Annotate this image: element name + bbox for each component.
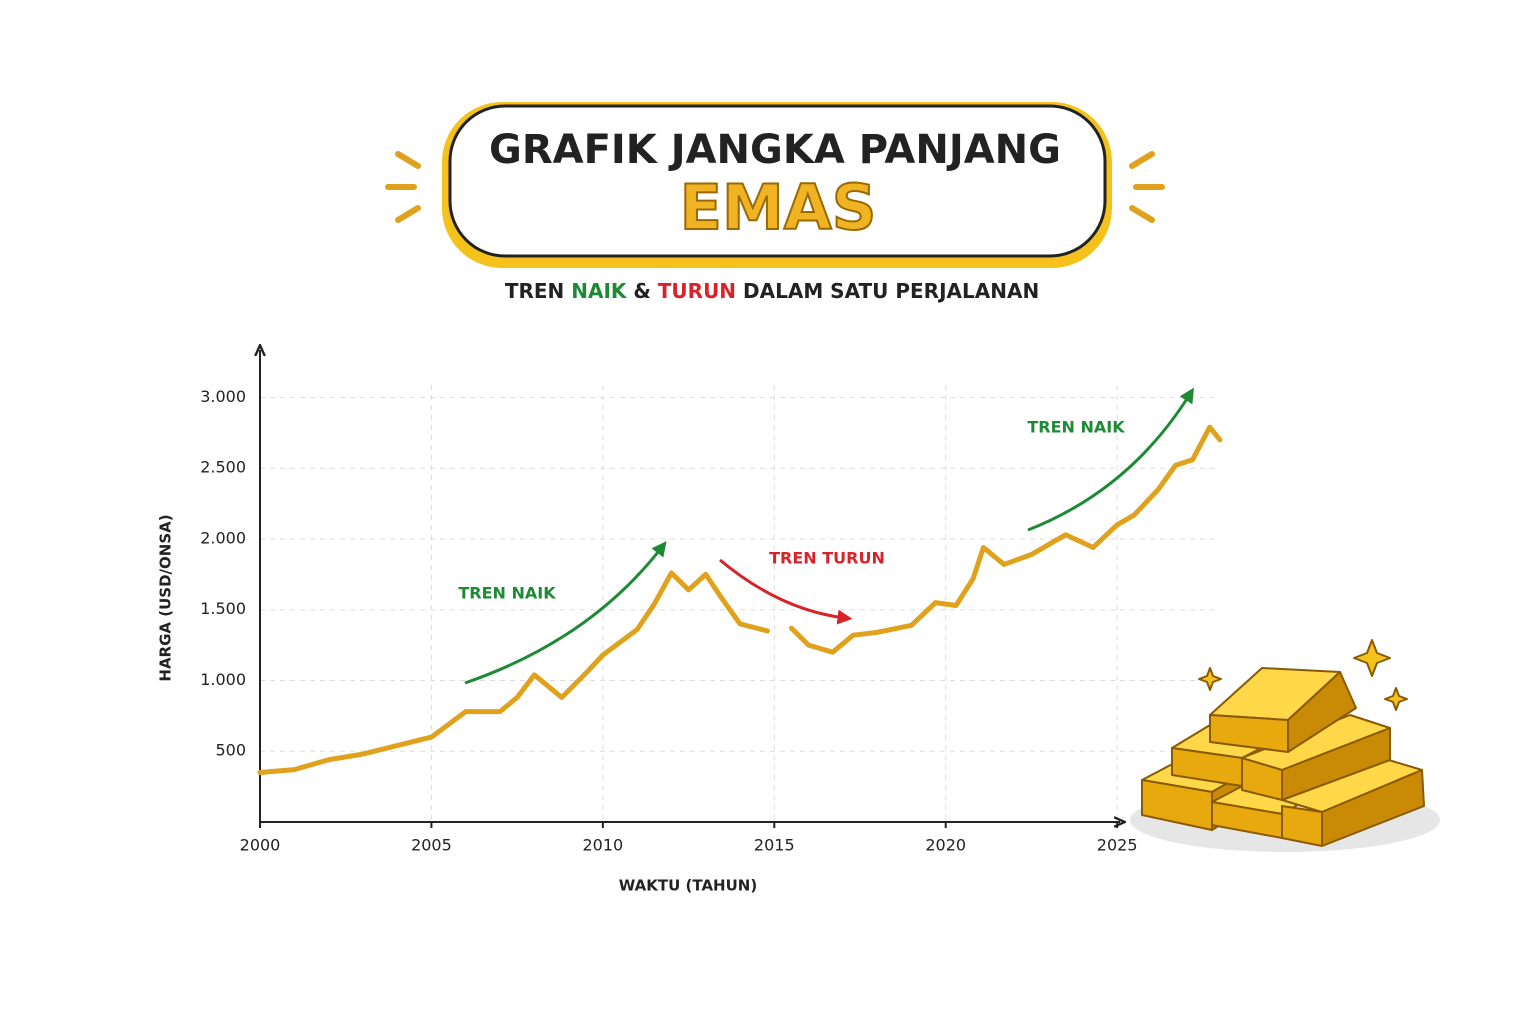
subtitle: TREN NAIK & TURUN DALAM SATU PERJALANAN: [505, 279, 1039, 303]
y-tick-label: 3.000: [200, 387, 246, 406]
chart-title: GRAFIK JANGKA PANJANG: [489, 127, 1061, 173]
x-tick-label: 2005: [411, 836, 452, 855]
x-tick-label: 2015: [754, 836, 795, 855]
trend-arrow: [464, 541, 667, 685]
price-line: [257, 424, 1223, 775]
x-tick-label: 2000: [240, 836, 281, 855]
title-banner: [385, 102, 1165, 268]
x-tick-label: 2020: [925, 836, 966, 855]
trend-arrow: [1027, 387, 1194, 532]
gold-bars-illustration: [1130, 639, 1440, 852]
y-tick-label: 2.000: [200, 528, 246, 547]
x-axis-label: WAKTU (TAHUN): [619, 877, 757, 895]
annotation: TREN NAIK: [1027, 418, 1125, 437]
subtitle-part: NAIK: [571, 279, 628, 303]
subtitle-part: &: [633, 279, 650, 303]
annotation: TREN TURUN: [769, 549, 885, 568]
subtitle-part: DALAM SATU PERJALANAN: [743, 279, 1039, 303]
y-axis-label: HARGA (USD/ONSA): [157, 514, 175, 681]
trend-arrow: [719, 558, 853, 625]
title-highlight: EMAS: [680, 171, 877, 244]
y-tick-label: 2.500: [200, 458, 246, 477]
y-tick-label: 500: [215, 741, 246, 760]
subtitle-part: TURUN: [658, 279, 736, 303]
x-tick-label: 2025: [1097, 836, 1138, 855]
y-tick-label: 1.000: [200, 670, 246, 689]
x-tick-label: 2010: [582, 836, 623, 855]
annotation: TREN NAIK: [458, 584, 556, 603]
subtitle-part: TREN: [505, 279, 564, 303]
y-tick-label: 1.500: [200, 599, 246, 618]
